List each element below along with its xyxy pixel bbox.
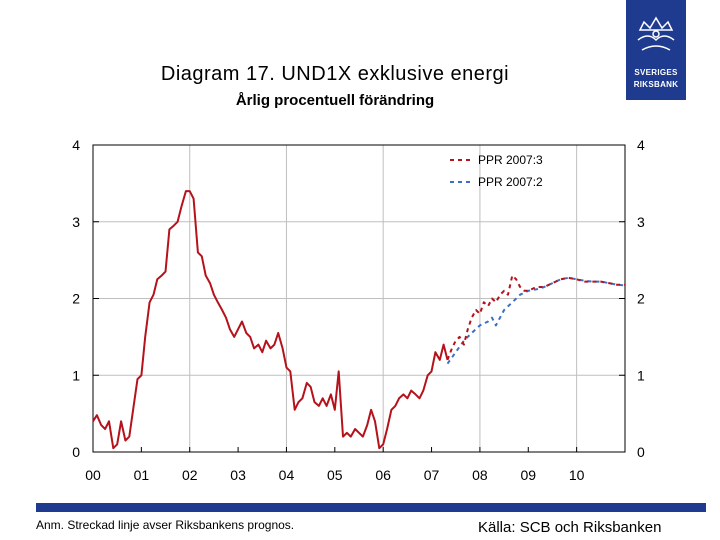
legend-label: PPR 2007:3 [478, 153, 543, 167]
crown-emblem-icon [637, 16, 675, 51]
footnote: Anm. Streckad linje avser Riksbankens pr… [36, 518, 295, 532]
x-tick-label: 00 [85, 467, 101, 483]
y-tick-label-left: 3 [72, 214, 80, 230]
riksbank-logo: SVERIGES RIKSBANK [626, 0, 686, 100]
series-line [446, 276, 626, 365]
footer-bar [36, 503, 706, 512]
x-tick-label: 02 [182, 467, 198, 483]
x-tick-label: 09 [520, 467, 536, 483]
source-label: Källa: SCB och Riksbanken [478, 519, 662, 536]
logo-line-1: SVERIGES [634, 68, 678, 77]
x-tick-label: 07 [424, 467, 440, 483]
y-tick-label-left: 1 [72, 367, 80, 383]
y-tick-label-right: 3 [637, 214, 645, 230]
x-tick-label: 04 [279, 467, 295, 483]
x-tick-label: 01 [134, 467, 150, 483]
y-tick-label-left: 0 [72, 444, 80, 460]
series-line [92, 190, 449, 450]
y-tick-label-right: 0 [637, 444, 645, 460]
y-tick-label-right: 4 [637, 137, 645, 153]
chart-title: Diagram 17. UND1X exklusive energi [160, 63, 510, 85]
y-tick-label-right: 2 [637, 291, 645, 307]
logo-line-2: RIKSBANK [633, 80, 679, 89]
y-tick-label-left: 4 [72, 137, 80, 153]
x-tick-label: 08 [472, 467, 488, 483]
x-tick-label: 05 [327, 467, 343, 483]
series-line [446, 274, 625, 361]
y-tick-label-right: 1 [637, 367, 645, 383]
x-tick-label: 03 [230, 467, 246, 483]
y-tick-label-left: 2 [72, 291, 80, 307]
x-tick-label: 10 [569, 467, 585, 483]
legend-label: PPR 2007:2 [478, 175, 543, 189]
chart-subtitle: Årlig procentuell förändring [235, 92, 435, 109]
x-tick-label: 06 [375, 467, 391, 483]
